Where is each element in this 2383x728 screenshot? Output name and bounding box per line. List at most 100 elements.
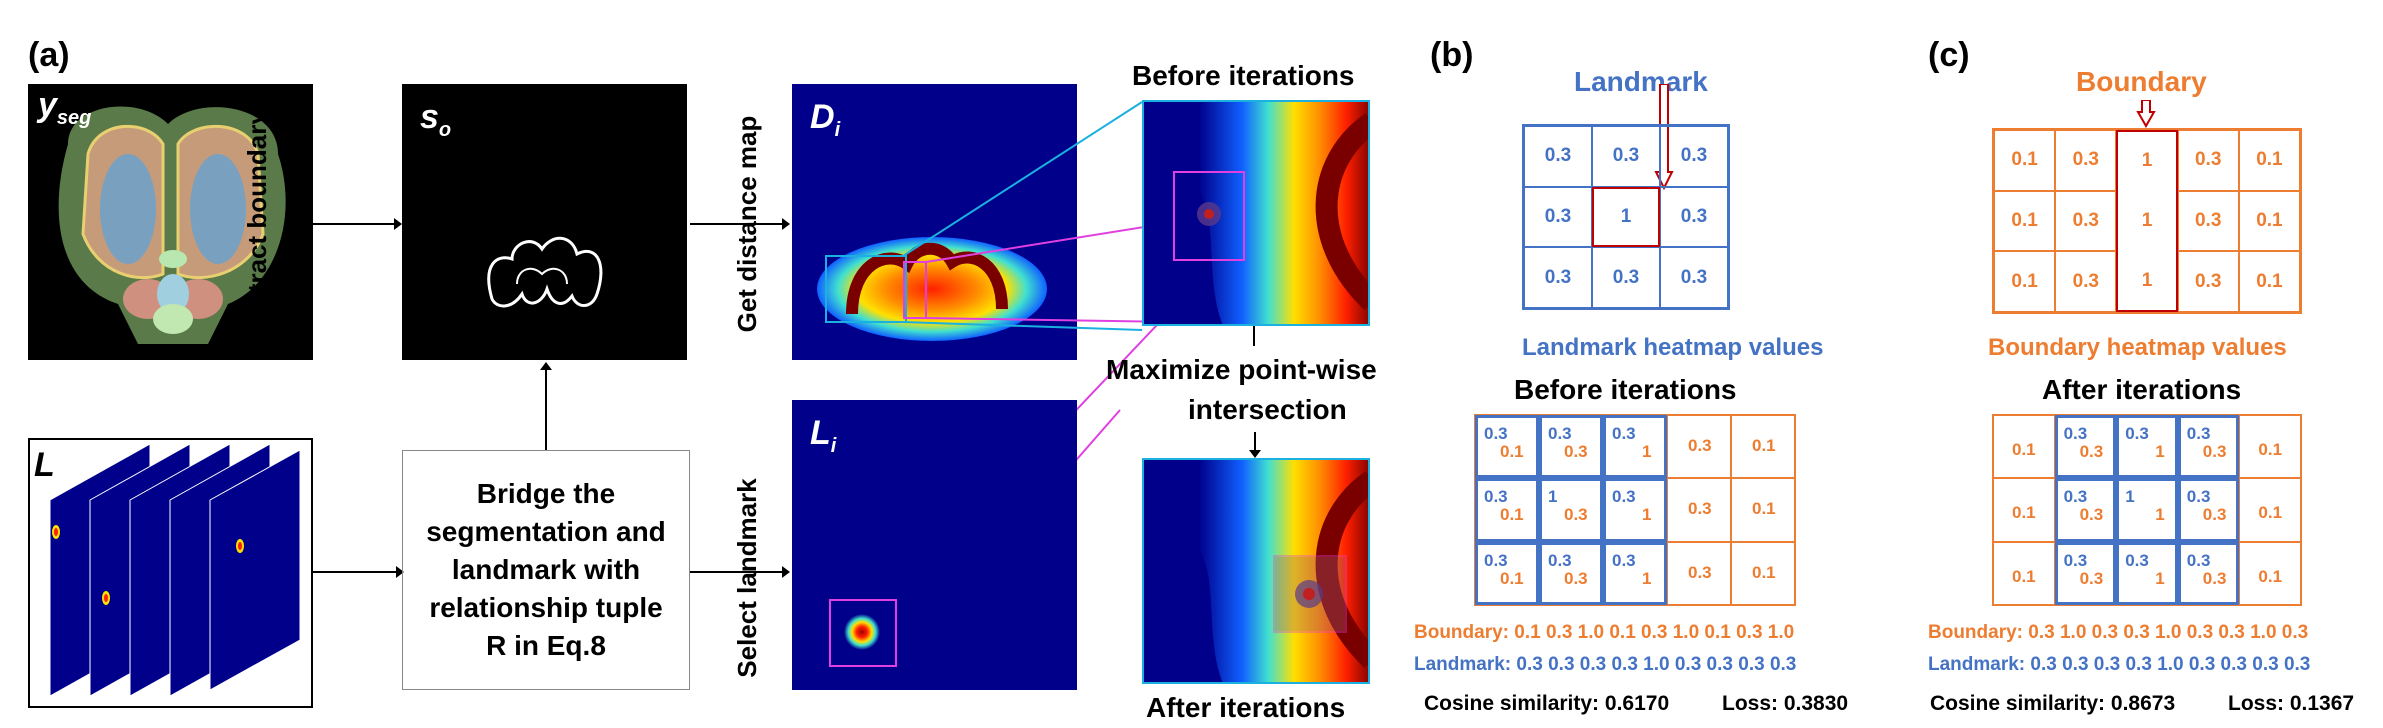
- so-label: so: [420, 98, 452, 141]
- landmark-cell: 0.3: [1592, 126, 1660, 187]
- boundary-cell: 0.3: [2177, 251, 2239, 312]
- landmark-cell: 0.3: [1524, 186, 1592, 248]
- landmark-grid: 0.3 0.3 0.3 0.3 1 0.3 0.3 0.3 0.3: [1522, 124, 1730, 310]
- L-label: L: [34, 446, 55, 484]
- stack-to-bridge-arrow: [312, 566, 404, 578]
- boundary-title: Boundary: [2076, 66, 2207, 97]
- boundary-cell: 0.3: [2055, 190, 2117, 252]
- landmark-title: Landmark: [1574, 66, 1708, 97]
- overlay-cell: 0.3: [1667, 478, 1731, 542]
- overlay-cell: 0.3 0.3: [2177, 478, 2240, 542]
- overlay-cell: 0.3 0.1: [1475, 541, 1539, 605]
- after-cosine-similarity: Cosine similarity: 0.8673: [1930, 692, 2176, 715]
- maximize-text-line1: Maximize point-wise: [1106, 354, 1377, 385]
- bridge-line-2: segmentation and: [426, 516, 666, 547]
- overlay-cell: 0.3: [1667, 541, 1731, 605]
- overlay-cell: 0.1: [1993, 541, 2055, 605]
- boundary-center-cell: 1: [2116, 130, 2178, 191]
- bridge-box: Bridge the segmentation and landmark wit…: [402, 450, 690, 690]
- before-boundary-values: Boundary: 0.1 0.3 1.0 0.1 0.3 1.0 0.1 0.…: [1414, 622, 1795, 643]
- select-landmark-arrow: [690, 566, 790, 578]
- overlay-cell: 0.3 1: [1603, 415, 1667, 479]
- overlay-cell: 0.3 0.1: [1475, 415, 1539, 479]
- before-iterations-zoom: [1142, 100, 1370, 326]
- segmentation-image: yseg: [28, 84, 313, 360]
- landmark-cell: 0.3: [1660, 247, 1728, 308]
- landmark-cell: 0.3: [1660, 186, 1728, 248]
- bridge-up-arrow: [540, 362, 552, 450]
- overlay-cell: 1 0.3: [1539, 478, 1603, 542]
- landmark-image: Li: [792, 400, 1077, 690]
- overlay-cell: 0.3 1: [2116, 415, 2178, 479]
- overlay-cell: 0.3 0.3: [2177, 541, 2240, 605]
- boundary-heatmap-caption: Boundary heatmap values: [1988, 334, 2287, 361]
- boundary-cell: 0.1: [1994, 251, 2056, 312]
- before-loss: Loss: 0.3830: [1722, 692, 1849, 715]
- boundary-cell: 0.3: [2177, 190, 2239, 252]
- extract-boundary-label: Extract boundary: [242, 110, 272, 324]
- overlay-cell: 0.1: [2239, 541, 2301, 605]
- extract-boundary-arrow: [312, 218, 402, 230]
- panel-c-label: (c): [1928, 36, 1970, 74]
- distance-map-image: Di: [792, 84, 1077, 360]
- after-landmark-values: Landmark: 0.3 0.3 0.3 0.3 1.0 0.3 0.3 0.…: [1928, 654, 2311, 675]
- overlay-cell: 0.3 1: [2116, 541, 2178, 605]
- get-distance-map-arrow: [690, 218, 790, 230]
- bridge-line-4: relationship tuple: [429, 592, 663, 623]
- maximize-text-line2: intersection: [1188, 394, 1347, 425]
- overlay-cell: 0.3 0.3: [1539, 415, 1603, 479]
- boundary-cell: 0.3: [2055, 251, 2117, 312]
- boundary-cell: 0.3: [2055, 130, 2117, 191]
- overlay-cell: 0.1: [1993, 415, 2055, 479]
- panel-b-label: (b): [1430, 36, 1474, 74]
- landmark-cell: 0.3: [1524, 126, 1592, 187]
- overlay-cell: 0.1: [1993, 478, 2055, 542]
- landmark-cell: 0.3: [1660, 126, 1728, 187]
- after-iterations-title: After iterations: [1146, 692, 1346, 723]
- after-iterations-subtitle: After iterations: [2042, 374, 2242, 405]
- bridge-line-3: landmark with: [451, 554, 641, 585]
- before-landmark-values: Landmark: 0.3 0.3 0.3 0.3 1.0 0.3 0.3 0.…: [1414, 654, 1797, 675]
- boundary-image: so: [402, 84, 687, 360]
- boundary-center-cell: 1: [2116, 251, 2178, 312]
- overlay-cell: 0.1: [1731, 415, 1795, 479]
- before-iterations-title: Before iterations: [1132, 60, 1355, 91]
- yseg-label: yseg: [38, 86, 92, 129]
- panel-a-label: (a): [28, 36, 70, 74]
- overlay-cell: 0.3: [1667, 415, 1731, 479]
- landmark-heatmap-caption: Landmark heatmap values: [1522, 334, 1824, 361]
- overlay-cell: 0.3 0.3: [2054, 415, 2117, 479]
- overlay-cell: 0.3 0.3: [2177, 415, 2240, 479]
- di-label: Di: [810, 98, 841, 141]
- boundary-cell: 0.1: [2238, 251, 2300, 312]
- landmark-cell: 0.3: [1524, 247, 1592, 308]
- boundary-cell: 0.1: [1994, 130, 2056, 191]
- boundary-cell: 0.1: [1994, 190, 2056, 252]
- bridge-line-5: R in Eq.8: [486, 630, 606, 661]
- after-loss: Loss: 0.1367: [2228, 692, 2355, 715]
- landmark-cell: 0.3: [1592, 247, 1660, 308]
- overlay-cell: 0.1: [2239, 415, 2301, 479]
- boundary-center-cell: 1: [2116, 190, 2178, 252]
- overlay-cell: 0.3 1: [1603, 478, 1667, 542]
- after-iterations-zoom: [1142, 458, 1370, 684]
- before-overlay-grid: 0.3 0.1 0.3 0.3 0.3 1 0.3 0.1 0.3 0.1 1 0.3 0…: [1474, 414, 1796, 606]
- li-label: Li: [810, 414, 837, 457]
- overlay-cell: 0.3 1: [1603, 541, 1667, 605]
- boundary-cell: 0.3: [2177, 130, 2239, 191]
- overlay-cell: 0.1: [1731, 478, 1795, 542]
- boundary-cell: 0.1: [2238, 190, 2300, 252]
- boundary-cell: 0.1: [2238, 130, 2300, 191]
- boundary-grid: 0.1 0.3 1 0.3 0.1 0.1 0.3 1 0.3 0.1 0.1 …: [1992, 128, 2302, 314]
- overlay-cell: 0.3 0.3: [1539, 541, 1603, 605]
- maximize-arrow: [1249, 432, 1261, 458]
- overlay-cell: 0.1: [1731, 541, 1795, 605]
- before-iterations-subtitle: Before iterations: [1514, 374, 1737, 405]
- after-boundary-values: Boundary: 0.3 1.0 0.3 0.3 1.0 0.3 0.3 1.…: [1928, 622, 2309, 643]
- landmark-stack-frame: L: [28, 438, 313, 708]
- overlay-cell: 0.1: [2239, 478, 2301, 542]
- bridge-line-1: Bridge the: [476, 478, 616, 509]
- boundary-pointer-arrow: [2136, 100, 2156, 128]
